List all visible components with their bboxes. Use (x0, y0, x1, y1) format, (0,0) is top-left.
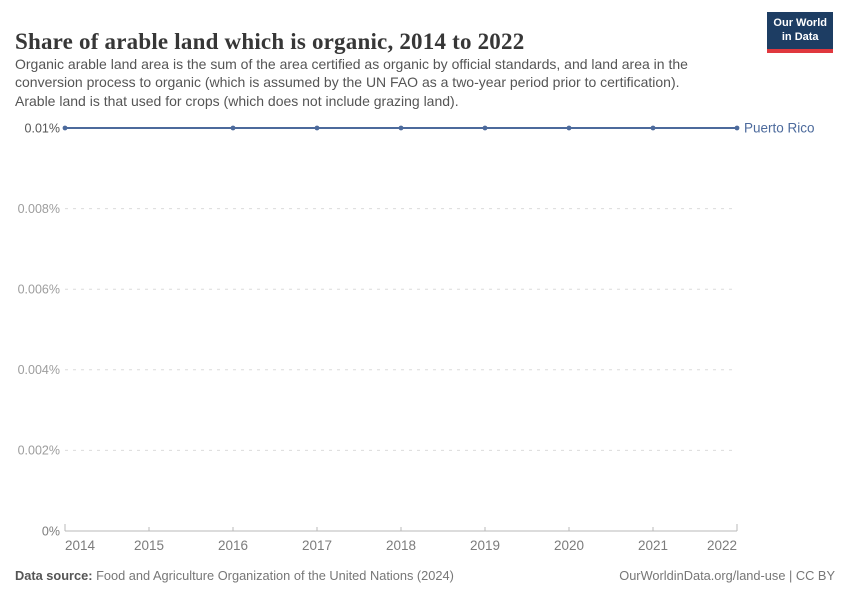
data-point-2021[interactable] (650, 125, 656, 131)
credit-separator: | (785, 568, 796, 583)
x-axis-tick-label: 2016 (218, 538, 248, 553)
x-axis-tick-label: 2019 (470, 538, 500, 553)
chart-subtitle: Organic arable land area is the sum of t… (15, 56, 688, 109)
data-point-2014[interactable] (62, 125, 68, 131)
data-source: Data source: Food and Agriculture Organi… (15, 568, 454, 583)
y-axis-tick-label: 0% (42, 524, 60, 538)
owid-logo-line1: Our World (773, 17, 827, 29)
x-axis-tick-label: 2017 (302, 538, 332, 553)
owid-logo-line2: in Data (781, 30, 819, 43)
data-point-2018[interactable] (398, 125, 404, 131)
data-source-label: Data source: (15, 568, 93, 583)
x-axis-tick-label: 2021 (638, 538, 668, 553)
owid-logo[interactable]: Our World in Data (767, 12, 833, 53)
data-point-2019[interactable] (482, 125, 488, 131)
x-axis-tick-label: 2022 (707, 538, 737, 553)
y-axis-tick-label: 0.008% (18, 202, 60, 216)
x-axis-tick-label: 2015 (134, 538, 164, 553)
credit-link[interactable]: OurWorldinData.org/land-use (619, 568, 786, 583)
x-axis-tick-label: 2018 (386, 538, 416, 553)
data-point-2016[interactable] (230, 125, 236, 131)
data-point-2017[interactable] (314, 125, 320, 131)
credit-license[interactable]: CC BY (795, 568, 835, 583)
y-axis-tick-label: 0.004% (18, 363, 60, 377)
x-axis-tick-label: 2020 (554, 538, 584, 553)
data-source-text: Food and Agriculture Organization of the… (92, 568, 454, 583)
x-axis-tick-label: 2014 (65, 538, 96, 553)
data-point-2022[interactable] (734, 125, 740, 131)
chart-plot-area: 0% 0.002% 0.004% 0.006% 0.008% 0.01% 2014 2015 2… (18, 121, 815, 554)
credit: OurWorldinData.org/land-use | CC BY (619, 568, 835, 583)
y-axis-tick-label: 0.002% (18, 444, 60, 458)
y-axis-tick-label: 0.006% (18, 283, 60, 297)
series-label-puerto-rico[interactable]: Puerto Rico (744, 121, 815, 136)
chart-title: Share of arable land which is organic, 2… (15, 29, 525, 55)
y-axis-tick-label: 0.01% (25, 121, 60, 135)
chart-footer: Data source: Food and Agriculture Organi… (15, 568, 835, 583)
data-point-2020[interactable] (566, 125, 572, 131)
